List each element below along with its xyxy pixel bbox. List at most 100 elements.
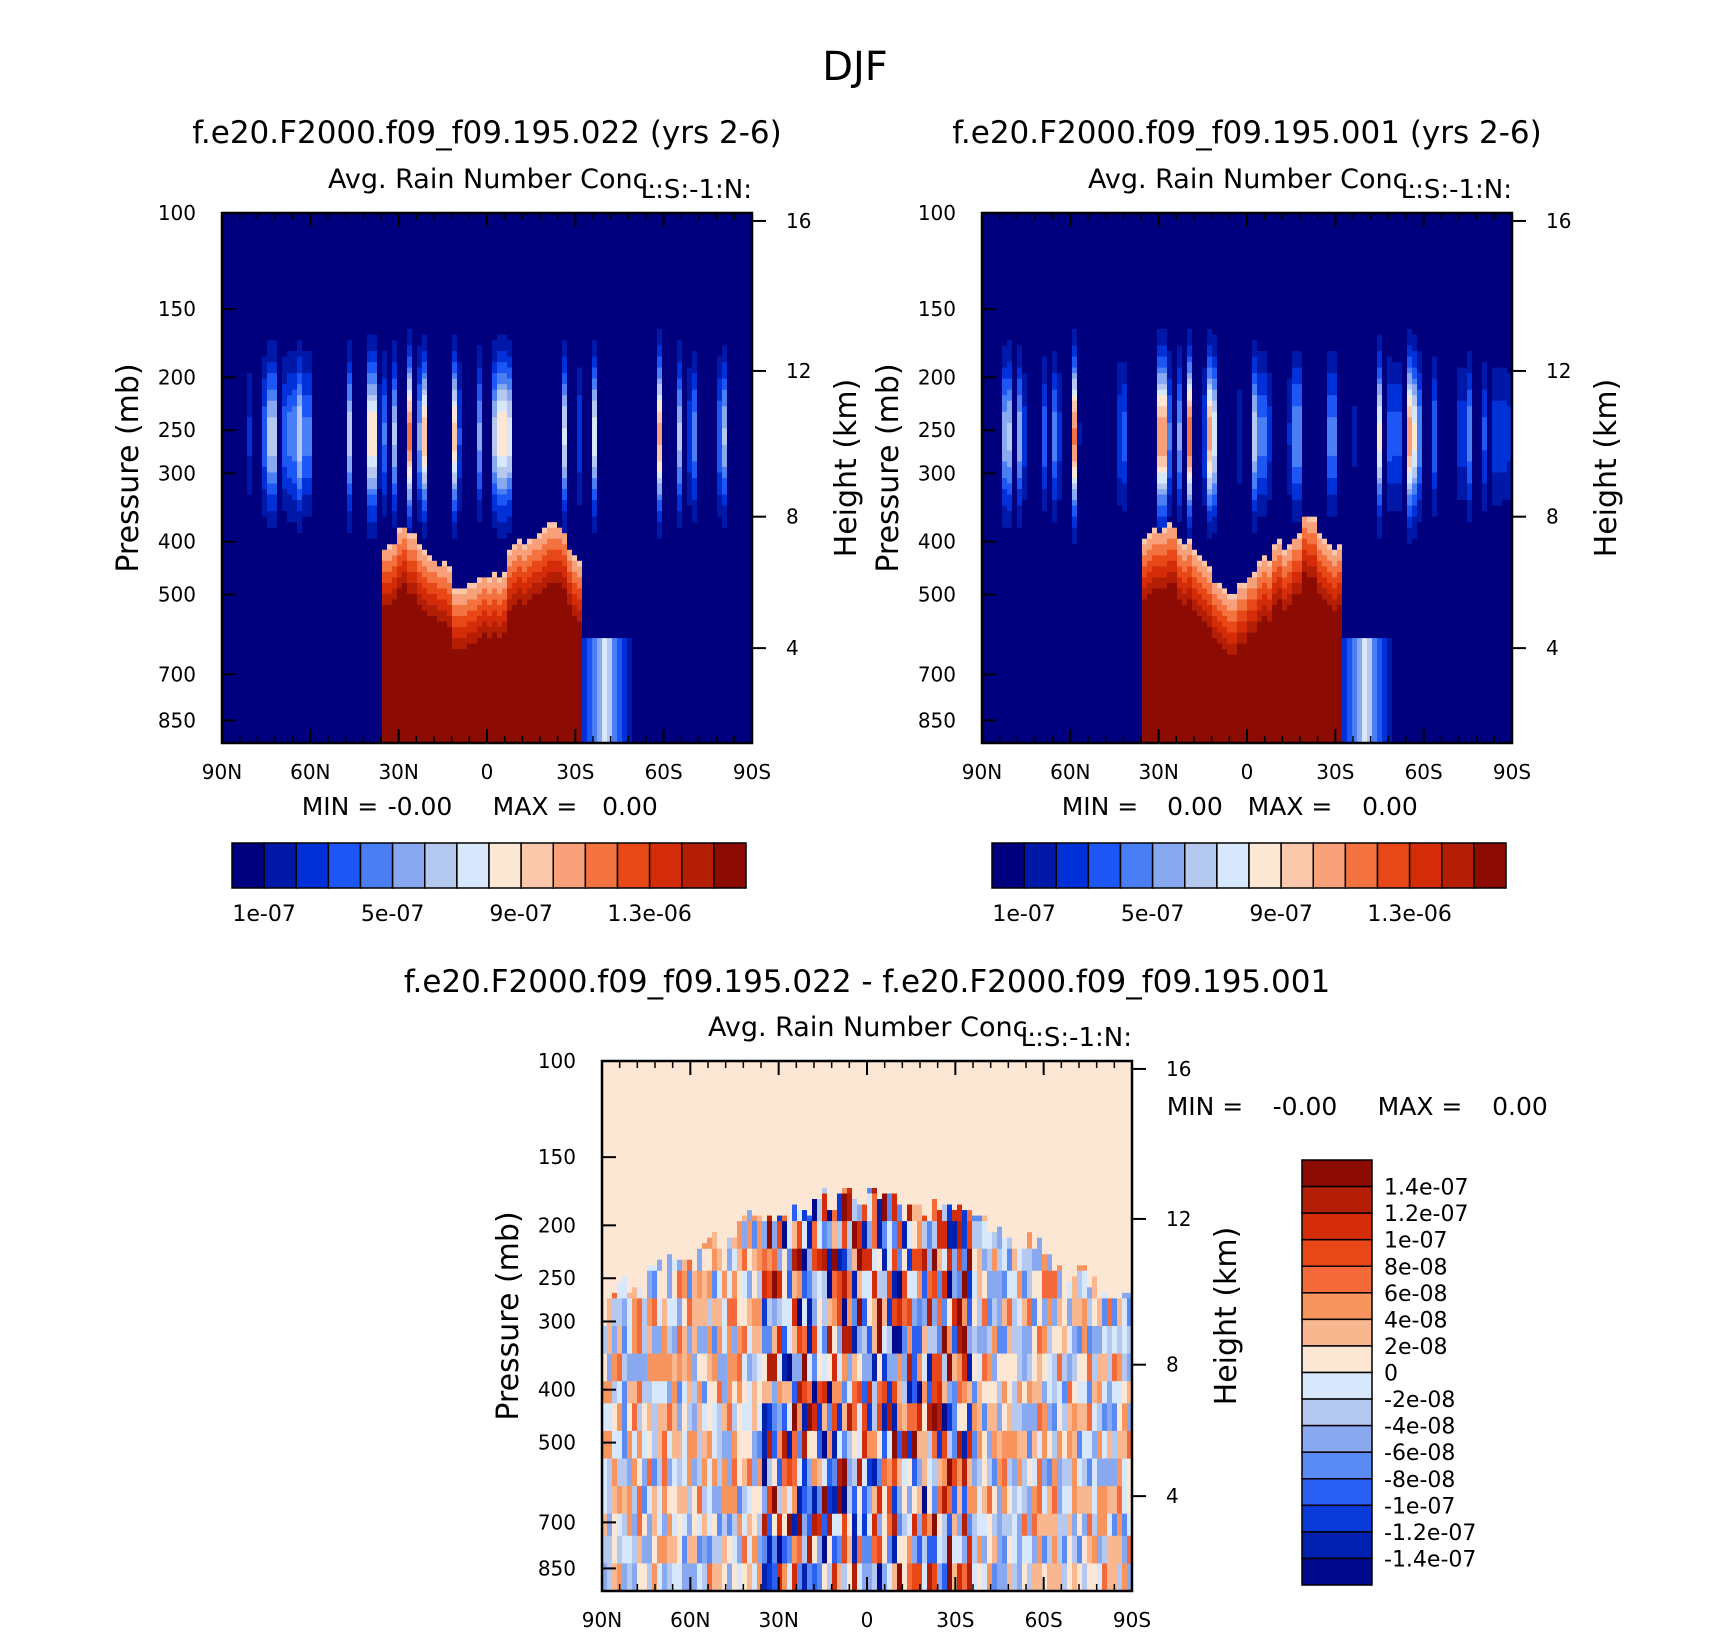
heatmap-cell (297, 357, 303, 363)
heatmap-cell (442, 710, 448, 716)
heatmap-cell (237, 704, 243, 710)
heatmap-cell (447, 622, 453, 628)
heatmap-cell (412, 561, 418, 567)
heatmap-cell (432, 357, 438, 363)
heatmap-cell (437, 522, 443, 528)
heatmap-cell (392, 511, 398, 517)
heatmap-cell (447, 257, 453, 263)
heatmap-cell (327, 301, 333, 307)
heatmap-cell (442, 241, 448, 247)
heatmap-cell (242, 290, 248, 296)
heatmap-cell (302, 677, 308, 683)
heatmap-cell (412, 693, 418, 699)
heatmap-cell (247, 682, 253, 688)
heatmap-cell (402, 312, 408, 318)
heatmap-cell (372, 296, 378, 302)
heatmap-cell (427, 323, 433, 329)
heatmap-cell (312, 423, 318, 429)
heatmap-cell (272, 489, 278, 495)
heatmap-cell (277, 334, 283, 340)
heatmap-cell (417, 274, 423, 280)
heatmap-cell (447, 290, 453, 296)
heatmap-cell (467, 301, 473, 307)
heatmap-cell (347, 323, 353, 329)
heatmap-cell (407, 732, 413, 738)
heatmap-cell (432, 611, 438, 617)
heatmap-cell (272, 721, 278, 727)
heatmap-cell (232, 633, 238, 639)
heatmap-cell (297, 346, 303, 352)
heatmap-cell (457, 224, 463, 230)
heatmap-cell (467, 660, 473, 666)
heatmap-cell (347, 384, 353, 390)
heatmap-cell (387, 495, 393, 501)
heatmap-cell (422, 445, 428, 451)
heatmap-cell (232, 500, 238, 506)
heatmap-cell (297, 517, 303, 523)
heatmap-cell (247, 478, 253, 484)
heatmap-cell (362, 671, 368, 677)
heatmap-cell (452, 285, 458, 291)
heatmap-cell (387, 693, 393, 699)
heatmap-cell (467, 511, 473, 517)
heatmap-cell (422, 434, 428, 440)
heatmap-cell (327, 522, 333, 528)
heatmap-cell (267, 726, 273, 732)
heatmap-cell (287, 539, 293, 545)
heatmap-cell (437, 511, 443, 517)
heatmap-cell (467, 622, 473, 628)
heatmap-cell (227, 677, 233, 683)
heatmap-cell (357, 412, 363, 418)
heatmap-cell (392, 682, 398, 688)
heatmap-cell (397, 528, 403, 534)
heatmap-cell (422, 638, 428, 644)
heatmap-cell (382, 219, 388, 225)
heatmap-cell (297, 633, 303, 639)
heatmap-cell (377, 257, 383, 263)
heatmap-cell (317, 555, 323, 561)
heatmap-cell (457, 710, 463, 716)
heatmap-cell (387, 484, 393, 490)
heatmap-cell (477, 489, 483, 495)
heatmap-cell (332, 417, 338, 423)
heatmap-cell (397, 467, 403, 473)
heatmap-cell (347, 704, 353, 710)
heatmap-cell (452, 605, 458, 611)
heatmap-cell (342, 434, 348, 440)
heatmap-cell (457, 572, 463, 578)
heatmap-cell (247, 677, 253, 683)
heatmap-cell (297, 412, 303, 418)
heatmap-cell (457, 599, 463, 605)
heatmap-cell (342, 649, 348, 655)
heatmap-cell (387, 726, 393, 732)
heatmap-cell (452, 346, 458, 352)
heatmap-cell (377, 594, 383, 600)
heatmap-cell (457, 472, 463, 478)
heatmap-cell (302, 550, 308, 556)
heatmap-cell (282, 450, 288, 456)
heatmap-cell (452, 699, 458, 705)
heatmap-cell (397, 417, 403, 423)
heatmap-cell (452, 522, 458, 528)
heatmap-cell (267, 616, 273, 622)
heatmap-cell (327, 318, 333, 324)
heatmap-cell (317, 362, 323, 368)
heatmap-cell (457, 368, 463, 374)
heatmap-cell (342, 588, 348, 594)
heatmap-cell (232, 279, 238, 285)
heatmap-cell (252, 715, 258, 721)
heatmap-cell (432, 533, 438, 539)
heatmap-cell (387, 688, 393, 694)
heatmap-cell (392, 450, 398, 456)
heatmap-cell (352, 666, 358, 672)
heatmap-cell (282, 285, 288, 291)
heatmap-cell (367, 660, 373, 666)
heatmap-cell (322, 500, 328, 506)
heatmap-cell (237, 561, 243, 567)
heatmap-cell (382, 605, 388, 611)
heatmap-cell (367, 461, 373, 467)
heatmap-cell (367, 583, 373, 589)
heatmap-cell (452, 368, 458, 374)
heatmap-cell (337, 495, 343, 501)
heatmap-cell (372, 434, 378, 440)
